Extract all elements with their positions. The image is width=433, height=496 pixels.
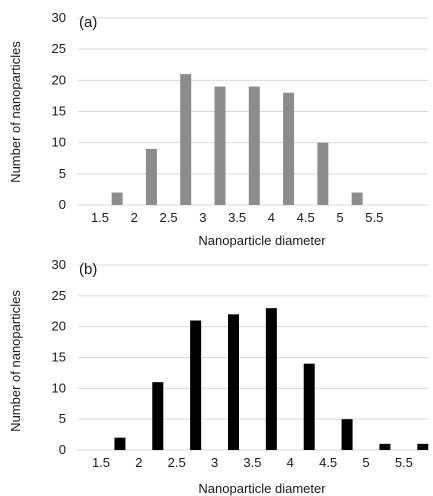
y-tick-label: 25 xyxy=(52,41,66,56)
x-tick-labels-a: 1.5 2 2.5 3 3.5 4 4.5 5 5.5 xyxy=(91,210,383,225)
y-tick-label: 25 xyxy=(52,288,66,303)
bar xyxy=(228,314,239,450)
bars-b xyxy=(114,308,429,450)
grid-b xyxy=(78,264,428,451)
bar xyxy=(145,148,157,205)
x-tick-label: 3 xyxy=(199,210,206,225)
y-tick-label: 5 xyxy=(59,166,66,181)
y-tick-label: 15 xyxy=(52,350,66,365)
bar xyxy=(341,419,353,450)
bars-a xyxy=(111,74,363,205)
y-tick-label: 5 xyxy=(59,411,66,426)
bar xyxy=(114,437,126,450)
x-tick-label: 3.5 xyxy=(228,210,246,225)
x-tick-label: 5.5 xyxy=(365,210,383,225)
x-tick-label: 1.5 xyxy=(91,210,109,225)
x-tick-label: 5 xyxy=(362,455,369,470)
x-tick-label: 2.5 xyxy=(168,455,186,470)
panel-label-b: (b) xyxy=(79,261,97,278)
x-tick-label: 3.5 xyxy=(243,455,261,470)
bar xyxy=(248,86,260,205)
y-tick-label: 15 xyxy=(52,104,66,119)
x-tick-label: 2 xyxy=(135,455,142,470)
x-tick-label: 5 xyxy=(336,210,343,225)
y-tick-labels-b: 0 5 10 15 20 25 30 xyxy=(52,257,66,457)
y-axis-title-b: Number of nanoparticles xyxy=(8,290,23,432)
x-tick-label: 1.5 xyxy=(92,455,110,470)
panel-label-a: (a) xyxy=(79,14,97,31)
y-tick-label: 10 xyxy=(52,380,66,395)
x-tick-label: 4 xyxy=(268,210,275,225)
y-tick-label: 30 xyxy=(52,10,66,25)
x-tick-label: 4.5 xyxy=(319,455,337,470)
x-tick-labels-b: 1.522.533.544.555.56 xyxy=(92,455,413,470)
panel-a: 0 5 10 15 20 25 30 1.5 2 2.5 3 3.5 4 4.5 5 5.5 (a) Num… xyxy=(8,10,428,248)
x-tick-label: 3 xyxy=(211,455,218,470)
y-tick-label: 0 xyxy=(59,442,66,457)
bar xyxy=(417,443,429,450)
bar xyxy=(283,92,295,205)
bar xyxy=(351,192,363,205)
bar xyxy=(190,320,202,450)
y-tick-label: 10 xyxy=(52,135,66,150)
x-axis-title-b: Nanoparticle diameter xyxy=(198,481,326,496)
x-tick-label: 4.5 xyxy=(297,210,315,225)
x-tick-label: 2 xyxy=(131,210,138,225)
x-tick-label: 4 xyxy=(287,455,294,470)
x-tick-label: 5.5 xyxy=(395,455,413,470)
bar xyxy=(317,142,329,205)
bar xyxy=(265,308,277,450)
y-axis-title-a: Number of nanoparticles xyxy=(8,41,23,183)
y-tick-label: 0 xyxy=(59,197,66,212)
y-tick-label: 30 xyxy=(52,257,66,272)
x-tick-label: 2.5 xyxy=(160,210,178,225)
bar xyxy=(379,443,391,450)
bar xyxy=(214,86,226,205)
bar xyxy=(152,382,164,450)
y-tick-label: 20 xyxy=(52,319,66,334)
y-tick-labels-a: 0 5 10 15 20 25 30 xyxy=(52,10,66,212)
bar xyxy=(111,192,123,205)
y-tick-label: 20 xyxy=(52,72,66,87)
bar xyxy=(303,363,315,450)
x-axis-title-a: Nanoparticle diameter xyxy=(198,233,326,248)
bar xyxy=(180,74,192,205)
